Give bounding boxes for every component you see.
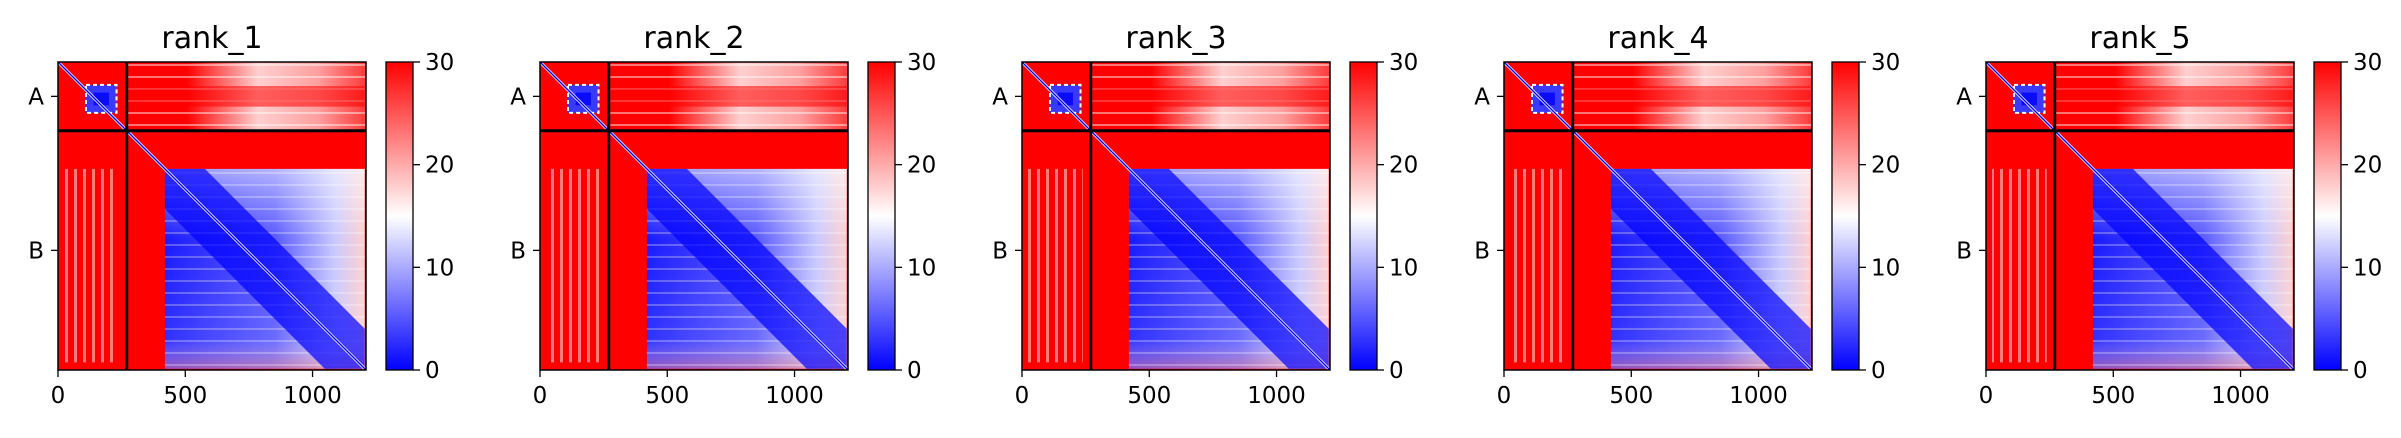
x-tick-label: 500: [645, 383, 689, 409]
colorbar-tick-label: 30: [425, 50, 454, 76]
y-tick-label: A: [992, 84, 1008, 110]
panel-rank_1: rank_1 A B 0 500 1000 0 10 20 30: [28, 21, 454, 409]
colorbar-tick-label: 10: [425, 255, 454, 281]
chain-a-domain-outline: [1049, 83, 1082, 114]
colorbar-tick-label: 20: [425, 153, 454, 179]
axes-frame: [539, 61, 849, 371]
y-tick-label: A: [510, 84, 526, 110]
y-tick-label: B: [510, 238, 526, 264]
colorbar-tick-label: 20: [907, 153, 936, 179]
interchain-block-ba: [64, 168, 119, 363]
colorbar-tick-label: 0: [1871, 358, 1886, 384]
panel-rank_3: rank_3 A B 0 500 1000 0 10 20 30: [992, 21, 1418, 409]
colorbar-tick-label: 10: [2353, 255, 2382, 281]
x-tick-label: 0: [533, 383, 548, 409]
colorbar-tick-label: 20: [1389, 153, 1418, 179]
x-tick-label: 1000: [1729, 383, 1788, 409]
x-tick-label: 0: [1497, 383, 1512, 409]
colorbar-tick-label: 30: [2353, 50, 2382, 76]
x-tick-label: 0: [1979, 383, 1994, 409]
y-tick-label: B: [1474, 238, 1490, 264]
colorbar: [868, 62, 895, 370]
colorbar-tick-label: 0: [907, 358, 922, 384]
x-tick-label: 1000: [1247, 383, 1306, 409]
colorbar-tick-label: 0: [425, 358, 440, 384]
diagonal-line: [1503, 61, 1813, 371]
colorbar: [1350, 62, 1377, 370]
axes-frame: [1021, 61, 1331, 371]
diagonal-line: [539, 61, 849, 371]
chain-a-domain-outline: [567, 83, 600, 114]
colorbar-tick-label: 0: [1389, 358, 1404, 384]
panel-title: rank_4: [1607, 21, 1708, 56]
colorbar: [1832, 62, 1859, 370]
x-tick-label: 500: [1127, 383, 1171, 409]
colorbar: [386, 62, 413, 370]
interchain-block-ab-core: [126, 86, 367, 107]
y-tick-label: A: [1474, 84, 1490, 110]
x-tick-label: 0: [51, 383, 66, 409]
chain-a-domain-outline: [2013, 83, 2046, 114]
y-tick-label: B: [1956, 238, 1972, 264]
x-tick-label: 0: [1015, 383, 1030, 409]
colorbar-tick-label: 0: [2353, 358, 2368, 384]
colorbar-frame: [1349, 61, 1378, 371]
colorbar-tick-label: 30: [1871, 50, 1900, 76]
colorbar-frame: [385, 61, 414, 371]
interchain-block-ba: [1028, 168, 1083, 363]
y-tick-label: A: [1956, 84, 1972, 110]
y-tick-label: B: [992, 238, 1008, 264]
colorbar-frame: [2313, 61, 2342, 371]
panel-title: rank_2: [643, 21, 744, 56]
interchain-block-ba: [1510, 168, 1565, 363]
x-tick-label: 500: [163, 383, 207, 409]
panel-rank_2: rank_2 A B 0 500 1000 0 10 20 30: [510, 21, 936, 409]
interchain-block-ab-core: [2054, 86, 2294, 107]
interchain-block-ab-core: [608, 86, 848, 107]
axes-frame: [57, 61, 367, 371]
y-tick-label: B: [28, 238, 44, 264]
panel-title: rank_1: [161, 21, 262, 56]
interchain-block-ab-core: [1572, 86, 1812, 107]
x-tick-label: 500: [1609, 383, 1653, 409]
panel-rank_4: rank_4 A B 0 500 1000 0 10 20 30: [1474, 21, 1900, 409]
colorbar: [2314, 62, 2341, 370]
diagonal-line: [1985, 61, 2295, 371]
panel-title: rank_5: [2089, 21, 2190, 56]
x-tick-label: 500: [2091, 383, 2135, 409]
colorbar-tick-label: 20: [2353, 153, 2382, 179]
interchain-block-ab-core: [1090, 86, 1330, 107]
colorbar-frame: [867, 61, 896, 371]
x-tick-label: 1000: [2211, 383, 2270, 409]
y-tick-label: A: [28, 84, 44, 110]
panel-rank_5: rank_5 A B 0 500 1000 0 10 20 30: [1956, 21, 2382, 409]
interchain-block-ba: [1992, 168, 2047, 363]
colorbar-frame: [1831, 61, 1860, 371]
chain-a-domain-outline: [85, 83, 118, 114]
panel-title: rank_3: [1125, 21, 1226, 56]
colorbar-tick-label: 30: [1389, 50, 1418, 76]
colorbar-tick-label: 10: [1871, 255, 1900, 281]
x-tick-label: 1000: [765, 383, 824, 409]
interchain-block-ba: [546, 168, 601, 363]
axes-frame: [1985, 61, 2295, 371]
diagonal-line: [57, 61, 367, 371]
diagonal-line: [1021, 61, 1331, 371]
x-tick-label: 1000: [283, 383, 342, 409]
colorbar-tick-label: 10: [1389, 255, 1418, 281]
colorbar-tick-label: 30: [907, 50, 936, 76]
colorbar-tick-label: 10: [907, 255, 936, 281]
chain-a-domain-outline: [1531, 83, 1564, 114]
colorbar-tick-label: 20: [1871, 153, 1900, 179]
axes-frame: [1503, 61, 1813, 371]
